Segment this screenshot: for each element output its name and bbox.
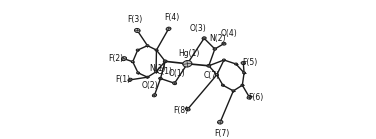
- Ellipse shape: [207, 64, 211, 67]
- Ellipse shape: [155, 49, 158, 51]
- Text: Hg(1): Hg(1): [179, 49, 200, 58]
- Text: F(1): F(1): [115, 75, 130, 84]
- Ellipse shape: [202, 37, 206, 40]
- Ellipse shape: [218, 120, 223, 124]
- Ellipse shape: [121, 57, 126, 61]
- Ellipse shape: [243, 72, 246, 74]
- Ellipse shape: [183, 60, 192, 67]
- Text: N(2): N(2): [209, 34, 226, 43]
- Ellipse shape: [241, 84, 244, 86]
- Ellipse shape: [215, 74, 218, 76]
- Ellipse shape: [159, 77, 162, 80]
- Ellipse shape: [185, 107, 190, 111]
- Text: C(1): C(1): [156, 67, 173, 76]
- Text: F(7): F(7): [214, 129, 229, 138]
- Text: F(3): F(3): [127, 15, 143, 24]
- Text: O(4): O(4): [221, 29, 238, 39]
- Ellipse shape: [136, 72, 139, 74]
- Text: C(7): C(7): [203, 71, 219, 80]
- Ellipse shape: [213, 48, 217, 50]
- Ellipse shape: [247, 95, 252, 99]
- Ellipse shape: [152, 94, 156, 97]
- Text: F(6): F(6): [249, 93, 264, 101]
- Ellipse shape: [173, 82, 177, 85]
- Ellipse shape: [232, 90, 235, 92]
- Text: F(5): F(5): [243, 58, 258, 67]
- Text: F(8): F(8): [173, 106, 189, 115]
- Ellipse shape: [163, 60, 167, 63]
- Ellipse shape: [221, 84, 224, 86]
- Ellipse shape: [135, 28, 140, 33]
- Ellipse shape: [128, 78, 132, 81]
- Ellipse shape: [241, 62, 246, 65]
- Text: F(4): F(4): [164, 13, 179, 22]
- Ellipse shape: [146, 45, 149, 47]
- Ellipse shape: [222, 42, 226, 45]
- Ellipse shape: [136, 49, 139, 51]
- Ellipse shape: [235, 63, 238, 65]
- Ellipse shape: [146, 76, 149, 78]
- Text: N(1): N(1): [149, 64, 165, 73]
- Text: O(1): O(1): [169, 69, 186, 78]
- Text: O(3): O(3): [189, 24, 206, 33]
- Text: O(2): O(2): [142, 81, 159, 90]
- Ellipse shape: [155, 71, 158, 73]
- Ellipse shape: [131, 61, 134, 63]
- Text: F(2): F(2): [108, 54, 123, 63]
- Ellipse shape: [166, 27, 171, 31]
- Ellipse shape: [223, 59, 226, 61]
